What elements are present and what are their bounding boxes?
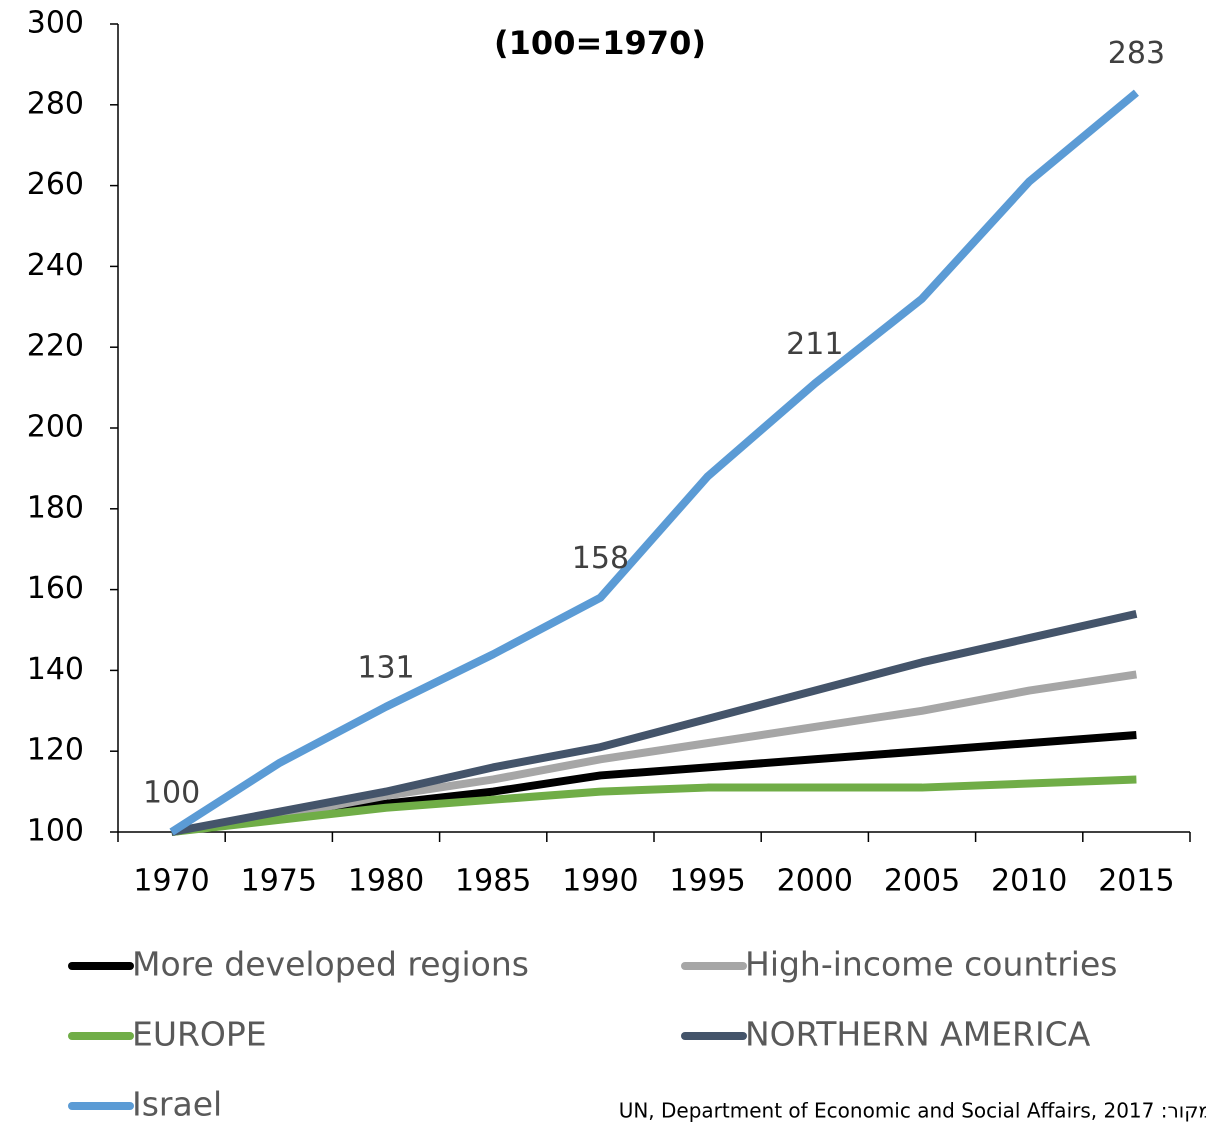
- y-tick-label: 280: [27, 86, 84, 121]
- series-line: [171, 775, 1137, 836]
- data-label: 158: [572, 541, 629, 576]
- legend-label: EUROPE: [132, 1015, 267, 1054]
- legend-label: More developed regions: [132, 945, 529, 984]
- data-label: 131: [357, 650, 414, 685]
- y-tick-label: 180: [27, 490, 84, 525]
- data-label: 100: [143, 776, 200, 811]
- y-tick-label: 240: [27, 248, 84, 283]
- y-tick-label: 300: [27, 6, 84, 41]
- data-label: 283: [1108, 36, 1165, 71]
- x-tick-label: 2005: [884, 864, 960, 899]
- x-tick-label: 1975: [241, 864, 317, 899]
- x-tick-label: 1985: [455, 864, 531, 899]
- y-tick-label: 140: [27, 652, 84, 687]
- x-tick-label: 2010: [991, 864, 1067, 899]
- y-tick-label: 120: [27, 733, 84, 768]
- legend-label: Israel: [132, 1085, 222, 1124]
- x-tick-label: 2015: [1098, 864, 1174, 899]
- x-tick-label: 1970: [133, 864, 209, 899]
- x-tick-label: 1990: [562, 864, 638, 899]
- x-tick-label: 2000: [777, 864, 853, 899]
- y-tick-label: 220: [27, 329, 84, 364]
- source-note: מקור: UN, Department of Economic and Soc…: [619, 1099, 1206, 1123]
- series-line: [169, 89, 1139, 836]
- y-tick-label: 260: [27, 167, 84, 202]
- legend-label: High-income countries: [745, 945, 1117, 984]
- chart-title: (100=1970): [494, 24, 706, 62]
- y-tick-label: 160: [27, 571, 84, 606]
- legend-label: NORTHERN AMERICA: [745, 1015, 1091, 1054]
- y-tick-label: 100: [27, 814, 84, 849]
- data-label: 211: [786, 327, 843, 362]
- series-line: [170, 609, 1138, 836]
- y-tick-label: 200: [27, 410, 84, 445]
- x-tick-label: 1995: [669, 864, 745, 899]
- x-tick-label: 1980: [348, 864, 424, 899]
